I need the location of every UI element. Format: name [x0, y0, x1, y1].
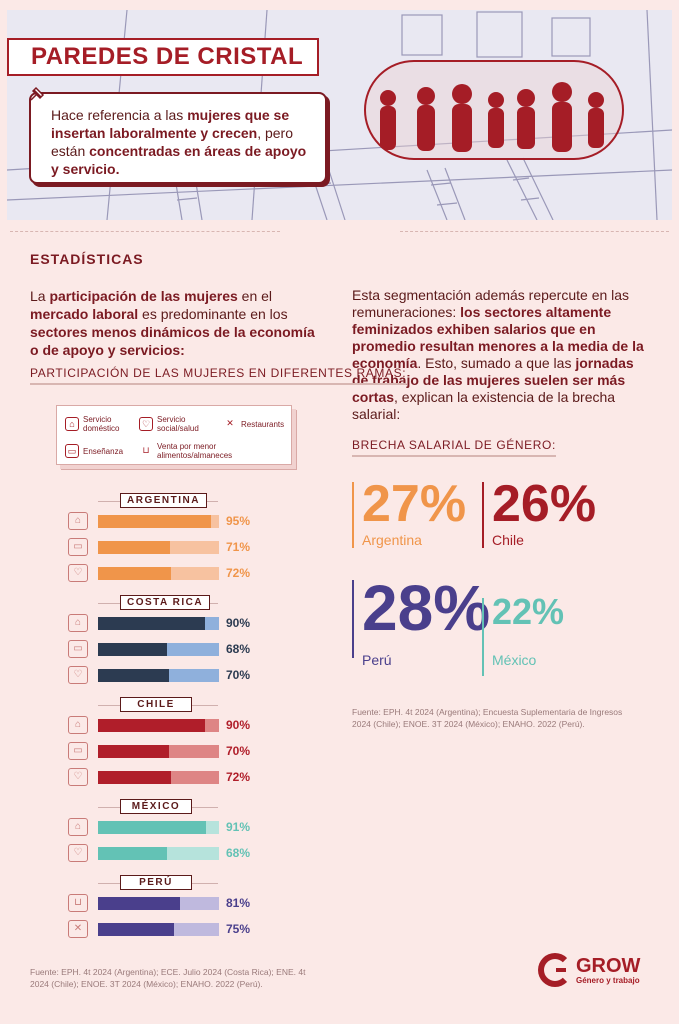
legend-item-servicio-domestico: ⌂ Servicio doméstico: [65, 415, 135, 433]
country-label: PERÚ: [120, 875, 192, 890]
country-label: ARGENTINA: [120, 493, 207, 508]
cart-icon: ⊔: [68, 894, 88, 912]
grow-logo-mark: [538, 953, 572, 987]
bar: [98, 771, 172, 784]
bar-track: [98, 515, 219, 528]
logo-name: GROW: [576, 954, 641, 977]
cart-icon: ⊔: [142, 445, 150, 455]
value-divider: [482, 482, 484, 548]
bar-track: [98, 923, 219, 936]
heart-pulse-icon: ♡: [68, 768, 88, 786]
legend-item-servicio-social: ♡ Servicio social/salud: [139, 415, 217, 433]
bar: [98, 617, 205, 630]
bar-value-label: 71%: [226, 540, 251, 554]
heart-pulse-icon: ♡: [68, 564, 88, 582]
book-icon: ▭: [65, 444, 79, 458]
book-icon: ▭: [68, 742, 88, 760]
heart-pulse-icon: ♡: [139, 417, 153, 431]
wage-gap-value: 26%: [492, 475, 597, 533]
heart-pulse-icon: ♡: [68, 666, 88, 684]
wage-gap-country: Chile: [492, 532, 524, 548]
bar-track: [98, 745, 219, 758]
bar: [98, 821, 206, 834]
wage-gap-value: 28%: [362, 572, 491, 644]
legend-item-venta: ⊔ Venta por menor alimentos/almaneces: [139, 442, 267, 460]
bar-track: [98, 847, 219, 860]
fork-knife-icon: ✕: [226, 418, 234, 428]
value-divider: [352, 482, 354, 548]
participation-heading: PARTICIPACIÓN DE LAS MUJERES EN DIFERENT…: [30, 366, 407, 385]
bar-track: [98, 821, 219, 834]
book-icon: ▭: [68, 538, 88, 556]
bar-value-label: 68%: [226, 846, 251, 860]
bar: [98, 669, 170, 682]
heart-pulse-icon: ♡: [68, 844, 88, 862]
bar-value-label: 91%: [226, 820, 251, 834]
wage-intro: Esta segmentación además repercute en la…: [352, 287, 644, 422]
bar-value-label: 72%: [226, 566, 251, 580]
bar-value-label: 90%: [226, 718, 251, 732]
broom-icon: ⌂: [68, 818, 88, 836]
bar: [98, 923, 175, 936]
bar-track: [98, 771, 219, 784]
broom-icon: ⌂: [68, 614, 88, 632]
bar: [98, 515, 211, 528]
legend-item-restaurants: ✕ Restaurants: [223, 417, 284, 431]
bar-track: [98, 617, 219, 630]
broom-icon: ⌂: [65, 417, 79, 431]
bar: [98, 719, 205, 732]
value-divider: [482, 598, 484, 676]
glass-wall: [364, 60, 624, 160]
legend-item-ensenanza: ▭ Enseñanza: [65, 444, 123, 458]
participation-intro: La participación de las mujeres en el me…: [30, 288, 315, 358]
bar: [98, 567, 172, 580]
section-heading: ESTADÍSTICAS: [30, 251, 144, 267]
wage-gap-country: Argentina: [362, 532, 422, 548]
bar-track: [98, 897, 219, 910]
bar-value-label: 70%: [226, 744, 251, 758]
logo-tagline: Género y trabajo: [576, 975, 640, 985]
book-icon: ▭: [68, 640, 88, 658]
bar-value-label: 75%: [226, 922, 251, 936]
hero-illustration: PAREDES DE CRISTAL Hace referencia a las…: [7, 10, 672, 220]
bar: [98, 745, 170, 758]
bar-track: [98, 567, 219, 580]
country-label: CHILE: [120, 697, 192, 712]
bar: [98, 541, 171, 554]
women-figures: [380, 82, 604, 152]
country-label: COSTA RICA: [120, 595, 211, 610]
pin-icon: [30, 86, 45, 101]
participation-source-note: Fuente: EPH. 4t 2024 (Argentina); ECE. J…: [30, 967, 306, 989]
bar: [98, 643, 168, 656]
wage-gap-country: Perú: [362, 652, 392, 668]
value-divider: [352, 580, 354, 658]
bar-value-label: 70%: [226, 668, 251, 682]
wage-gap-value: 22%: [492, 591, 565, 632]
wage-gap-heading: BRECHA SALARIAL DE GÉNERO:: [352, 438, 556, 457]
broom-icon: ⌂: [68, 716, 88, 734]
fork-knife-icon: ✕: [68, 920, 88, 938]
divider: [400, 231, 669, 232]
page-title: PAREDES DE CRISTAL: [7, 38, 320, 76]
bar-track: [98, 719, 219, 732]
wage-gap-value: 27%: [362, 475, 467, 533]
bar-value-label: 68%: [226, 642, 251, 656]
bar-track: [98, 541, 219, 554]
country-label: MÉXICO: [120, 799, 192, 814]
bar-value-label: 95%: [226, 514, 251, 528]
bar-track: [98, 669, 219, 682]
grow-logo: GROW Género y trabajo: [538, 953, 640, 987]
bar-value-label: 90%: [226, 616, 251, 630]
sector-legend: ⌂ Servicio doméstico ♡ Servicio social/sal…: [56, 405, 292, 465]
wage-source-note: Fuente: EPH. 4t 2024 (Argentina); Encues…: [352, 707, 623, 729]
broom-icon: ⌂: [68, 512, 88, 530]
bar-track: [98, 643, 219, 656]
bar-value-label: 81%: [226, 896, 251, 910]
bar-value-label: 72%: [226, 770, 251, 784]
bar: [98, 847, 168, 860]
divider: [10, 231, 280, 232]
wage-gap-country: México: [492, 652, 537, 668]
definition-callout: Hace referencia a las mujeres que se ins…: [29, 92, 327, 184]
bar: [98, 897, 181, 910]
